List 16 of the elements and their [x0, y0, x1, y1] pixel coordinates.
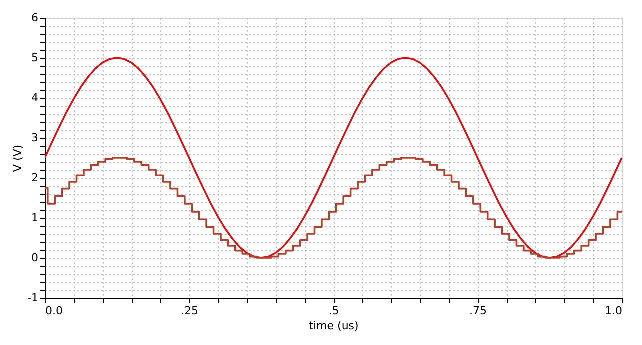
x-tick-label: 0.0	[46, 304, 63, 318]
line-series	[45, 57, 622, 259]
y-tick-label: 0	[32, 252, 38, 264]
y-tick-label: -1	[28, 292, 38, 304]
x-tick-label: .25	[181, 304, 198, 318]
x-axis-title: time (us)	[309, 320, 359, 332]
y-tick-label: 4	[32, 92, 38, 104]
x-tick-label: .5	[328, 304, 340, 318]
y-tick-label: 3	[32, 132, 38, 144]
x-tick-label: 1.0	[605, 304, 622, 318]
x-tick-label: .75	[470, 304, 487, 318]
y-axis-title: V (V)	[12, 144, 25, 172]
y-tick-label: 6	[32, 12, 38, 24]
y-tick-label: 5	[32, 52, 38, 64]
y-tick-label: 1	[32, 212, 38, 224]
y-tick-label: 2	[32, 172, 38, 184]
